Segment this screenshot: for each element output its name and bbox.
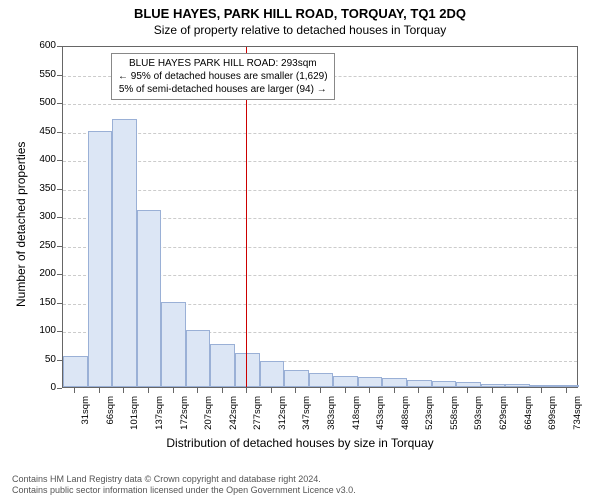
y-tick-label: 550 xyxy=(26,69,56,80)
histogram-bar xyxy=(407,380,432,387)
histogram-bar xyxy=(112,119,137,387)
x-tick-label: 172sqm xyxy=(179,396,190,436)
histogram-bar xyxy=(382,378,407,387)
x-tick-label: 488sqm xyxy=(400,396,411,436)
histogram-bar xyxy=(284,370,309,387)
footer-line1: Contains HM Land Registry data © Crown c… xyxy=(12,474,356,485)
y-tick-label: 200 xyxy=(26,268,56,279)
x-tick-label: 312sqm xyxy=(277,396,288,436)
chart-title-sub: Size of property relative to detached ho… xyxy=(0,21,600,37)
histogram-bar xyxy=(481,384,506,387)
x-axis-label: Distribution of detached houses by size … xyxy=(0,436,600,450)
x-tick-label: 734sqm xyxy=(572,396,583,436)
x-tick-label: 629sqm xyxy=(498,396,509,436)
y-tick-label: 350 xyxy=(26,183,56,194)
y-tick-label: 400 xyxy=(26,154,56,165)
y-tick-label: 0 xyxy=(26,382,56,393)
x-tick-label: 31sqm xyxy=(80,396,91,436)
x-tick-label: 593sqm xyxy=(473,396,484,436)
annotation-line1: BLUE HAYES PARK HILL ROAD: 293sqm xyxy=(118,57,328,70)
histogram-bar xyxy=(432,381,457,387)
x-tick-label: 347sqm xyxy=(301,396,312,436)
histogram-bar xyxy=(530,385,555,387)
x-tick-label: 101sqm xyxy=(129,396,140,436)
histogram-bar xyxy=(210,344,235,387)
histogram-bar xyxy=(456,382,481,387)
y-tick-label: 600 xyxy=(26,40,56,51)
x-tick-label: 383sqm xyxy=(326,396,337,436)
histogram-bar xyxy=(161,302,186,388)
histogram-bar xyxy=(333,376,358,387)
y-axis-label: Number of detached properties xyxy=(14,142,28,307)
x-tick-label: 66sqm xyxy=(105,396,116,436)
histogram-bar xyxy=(137,210,162,387)
x-tick-label: 523sqm xyxy=(424,396,435,436)
y-tick-label: 50 xyxy=(26,354,56,365)
annotation-line2: ← 95% of detached houses are smaller (1,… xyxy=(118,70,328,83)
x-tick-label: 664sqm xyxy=(523,396,534,436)
footer-line2: Contains public sector information licen… xyxy=(12,485,356,496)
x-tick-label: 699sqm xyxy=(547,396,558,436)
x-tick-label: 137sqm xyxy=(154,396,165,436)
histogram-bar xyxy=(309,373,334,387)
x-tick-label: 207sqm xyxy=(203,396,214,436)
chart-title-main: BLUE HAYES, PARK HILL ROAD, TORQUAY, TQ1… xyxy=(0,0,600,21)
y-tick-label: 300 xyxy=(26,211,56,222)
y-tick-label: 500 xyxy=(26,97,56,108)
annotation-line3: 5% of semi-detached houses are larger (9… xyxy=(118,83,328,96)
x-tick-label: 242sqm xyxy=(228,396,239,436)
histogram-bar xyxy=(260,361,285,387)
y-tick-label: 100 xyxy=(26,325,56,336)
plot-area: BLUE HAYES PARK HILL ROAD: 293sqm← 95% o… xyxy=(62,46,578,388)
x-tick-label: 453sqm xyxy=(375,396,386,436)
histogram-bar xyxy=(235,353,260,387)
histogram-bar xyxy=(63,356,88,387)
histogram-bar xyxy=(505,384,530,387)
x-tick-label: 418sqm xyxy=(351,396,362,436)
histogram-bar xyxy=(186,330,211,387)
histogram-bar xyxy=(88,131,113,388)
y-tick-label: 250 xyxy=(26,240,56,251)
histogram-bar xyxy=(554,385,579,387)
x-tick-label: 277sqm xyxy=(252,396,263,436)
y-tick-label: 450 xyxy=(26,126,56,137)
annotation-box: BLUE HAYES PARK HILL ROAD: 293sqm← 95% o… xyxy=(111,53,335,100)
y-tick-label: 150 xyxy=(26,297,56,308)
x-tick-label: 558sqm xyxy=(449,396,460,436)
histogram-bar xyxy=(358,377,383,387)
footer-attribution: Contains HM Land Registry data © Crown c… xyxy=(12,474,356,496)
